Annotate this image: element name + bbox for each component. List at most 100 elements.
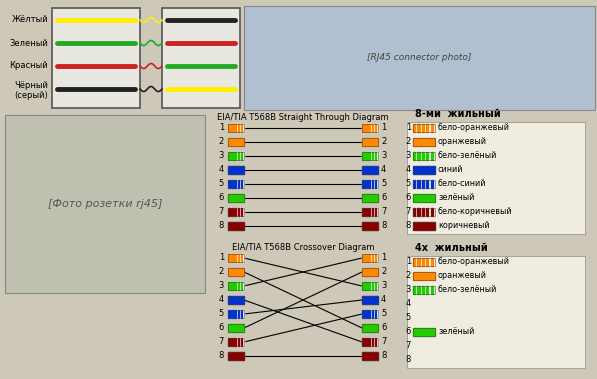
Bar (413, 124, 435, 132)
Text: Красный: Красный (10, 61, 48, 70)
Text: 3: 3 (405, 152, 411, 160)
Bar (413, 194, 435, 202)
Text: 1: 1 (219, 124, 224, 133)
Bar (422, 208, 424, 216)
Text: 2: 2 (406, 271, 411, 280)
Bar (365, 310, 367, 318)
Bar (228, 124, 244, 132)
Text: зелёный: зелёный (438, 194, 475, 202)
Text: 8: 8 (219, 351, 224, 360)
Bar (235, 338, 236, 346)
Bar (407, 122, 585, 234)
Bar (228, 180, 244, 188)
Bar (422, 124, 424, 132)
Bar (417, 124, 420, 132)
Bar (241, 254, 242, 262)
Bar (362, 254, 378, 262)
Bar (238, 152, 239, 160)
Bar (371, 254, 373, 262)
Bar (162, 8, 240, 108)
Bar (235, 180, 236, 188)
Bar (413, 328, 435, 336)
Text: 4: 4 (219, 296, 224, 304)
Bar (368, 310, 370, 318)
Bar (241, 282, 242, 290)
Bar (52, 8, 140, 108)
Bar (362, 296, 378, 304)
Text: 6: 6 (405, 327, 411, 337)
Bar (362, 282, 378, 290)
Bar (362, 124, 378, 132)
Bar (228, 194, 244, 202)
Bar (375, 310, 376, 318)
Bar (228, 254, 230, 262)
Bar (228, 282, 230, 290)
Bar (365, 208, 367, 216)
Bar (228, 324, 244, 332)
Bar (241, 208, 242, 216)
Bar (375, 124, 376, 132)
Bar (362, 166, 378, 174)
Bar (413, 194, 435, 202)
Bar (426, 180, 429, 188)
Text: 5: 5 (219, 180, 224, 188)
Bar (362, 338, 378, 346)
Text: 7: 7 (219, 207, 224, 216)
Bar (413, 328, 435, 336)
Text: 4х  жильный: 4х жильный (415, 243, 488, 253)
Bar (362, 310, 378, 318)
Bar (430, 124, 433, 132)
Bar (413, 180, 435, 188)
Bar (362, 282, 378, 290)
Bar (228, 138, 244, 146)
Text: бело-синий: бело-синий (438, 180, 487, 188)
Text: 1: 1 (381, 124, 386, 133)
Bar (228, 268, 244, 276)
Bar (231, 282, 233, 290)
Bar (228, 152, 244, 160)
Text: 8: 8 (405, 221, 411, 230)
Bar (422, 152, 424, 160)
Bar (417, 152, 420, 160)
Bar (430, 258, 433, 266)
Bar (362, 338, 378, 346)
Text: 6: 6 (381, 324, 386, 332)
Bar (365, 180, 367, 188)
Text: 3: 3 (381, 282, 386, 290)
Text: 4: 4 (381, 166, 386, 174)
Text: 2: 2 (219, 268, 224, 277)
Bar (228, 296, 244, 304)
Bar (430, 286, 433, 294)
Bar (375, 152, 376, 160)
Bar (413, 272, 435, 280)
Bar (362, 152, 378, 160)
Bar (375, 338, 376, 346)
Bar (241, 310, 242, 318)
Text: 3: 3 (219, 152, 224, 160)
Text: 6: 6 (219, 324, 224, 332)
Bar (413, 208, 435, 216)
Bar (371, 338, 373, 346)
Bar (244, 6, 595, 110)
Text: Жёлтый: Жёлтый (11, 16, 48, 25)
Bar (238, 208, 239, 216)
Bar (362, 268, 378, 276)
Text: зелёный: зелёный (438, 327, 475, 337)
Text: Зеленый: Зеленый (9, 39, 48, 47)
Bar (413, 258, 415, 266)
Bar (5, 115, 205, 293)
Bar (430, 208, 433, 216)
Text: EIA/TIA T568B Crossover Diagram: EIA/TIA T568B Crossover Diagram (232, 243, 374, 252)
Bar (228, 324, 244, 332)
Text: 1: 1 (219, 254, 224, 263)
Bar (375, 282, 376, 290)
Bar (362, 352, 378, 360)
Bar (235, 124, 236, 132)
Bar (228, 152, 244, 160)
Bar (371, 180, 373, 188)
Bar (362, 222, 378, 230)
Bar (371, 152, 373, 160)
Text: 3: 3 (219, 282, 224, 290)
Bar (413, 124, 435, 132)
Bar (362, 194, 378, 202)
